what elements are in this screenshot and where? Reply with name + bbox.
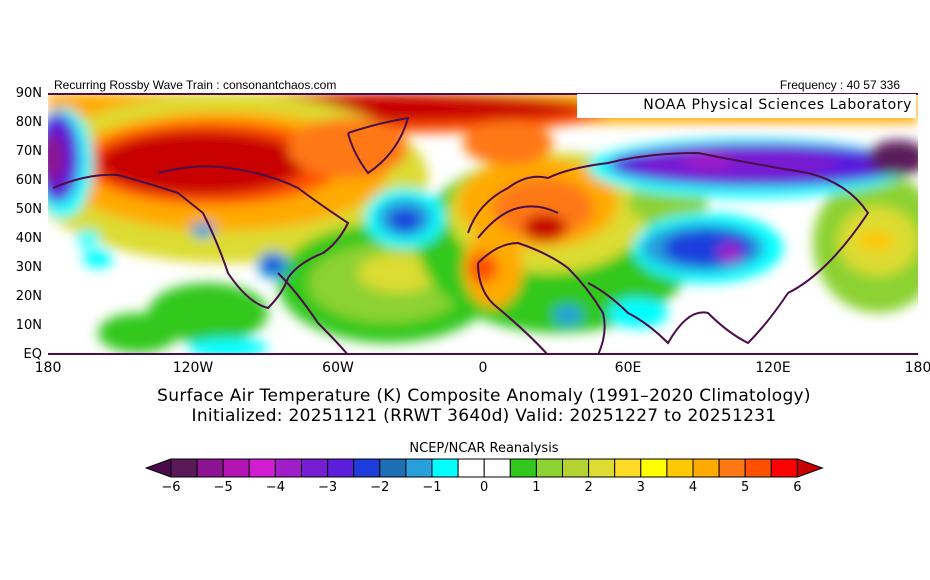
lat-label: 70N xyxy=(15,144,42,159)
temperature-anomaly-map xyxy=(48,93,918,355)
anomaly-region xyxy=(98,131,308,195)
colorbar-swatch xyxy=(770,458,798,478)
credit-label: NOAA Physical Sciences Laboratory xyxy=(577,94,916,118)
colorbar-swatch xyxy=(301,458,329,478)
colorbar-label: −3 xyxy=(318,480,338,495)
coastlines xyxy=(52,116,870,355)
colorbar-swatch xyxy=(196,458,224,478)
colorbar-swatch xyxy=(353,458,381,478)
anomaly-region xyxy=(83,248,113,268)
colorbar-label: −1 xyxy=(422,480,442,495)
colorbar-swatch xyxy=(248,458,276,478)
colorbar-swatch xyxy=(588,458,616,478)
lon-label: 60W xyxy=(322,360,354,376)
colorbar-swatch xyxy=(274,458,302,478)
colorbar-label: 0 xyxy=(480,480,489,495)
colorbar-label: −2 xyxy=(370,480,390,495)
anomaly-region xyxy=(553,305,583,325)
colorbar-label: −6 xyxy=(161,480,181,495)
colorbar-label: 2 xyxy=(584,480,593,495)
lat-label: 40N xyxy=(15,231,42,246)
anomaly-region xyxy=(638,147,838,179)
anomaly-region xyxy=(523,214,567,242)
colorbar-swatch xyxy=(718,458,746,478)
chart-title: Surface Air Temperature (K) Composite An… xyxy=(157,386,811,406)
colorbar-label: −4 xyxy=(265,480,285,495)
colorbar-swatch xyxy=(379,458,407,478)
colorbar-title: NCEP/NCAR Reanalysis xyxy=(409,441,559,456)
colorbar-swatch xyxy=(562,458,590,478)
colorbar-swatch xyxy=(483,458,511,478)
colorbar-high-arrow xyxy=(796,458,824,478)
colorbar-label: −5 xyxy=(213,480,233,495)
colorbar-swatch xyxy=(431,458,459,478)
anomaly-region xyxy=(288,118,408,178)
anomaly-region xyxy=(98,313,178,353)
anomaly-region xyxy=(718,243,742,263)
colorbar-label: 6 xyxy=(793,480,802,495)
lat-label: 80N xyxy=(15,115,42,130)
colorbar-swatch xyxy=(640,458,668,478)
anomaly-region xyxy=(608,298,668,328)
colorbar-low-arrow xyxy=(145,458,172,478)
colorbar-label: 3 xyxy=(636,480,645,495)
lat-label: EQ xyxy=(23,347,42,362)
colorbar-label: 4 xyxy=(688,480,698,495)
anomaly-region xyxy=(48,133,65,183)
anomaly-region xyxy=(468,253,498,283)
colorbar-swatch xyxy=(535,458,563,478)
colorbar-swatch xyxy=(744,458,772,478)
colorbar-swatch xyxy=(666,458,694,478)
anomaly-region xyxy=(76,230,100,246)
colorbar-swatch xyxy=(170,458,198,478)
colorbar-swatch xyxy=(222,458,250,478)
colorbar-label: 1 xyxy=(532,480,541,495)
anomaly-region xyxy=(188,338,268,355)
colorbar-swatch xyxy=(509,458,537,478)
lat-label: 90N xyxy=(15,86,42,101)
lon-label: 180 xyxy=(904,360,930,376)
anomaly-region xyxy=(858,231,894,251)
lon-label: 120E xyxy=(755,360,791,376)
colorbar xyxy=(145,458,824,478)
lon-label: 0 xyxy=(478,360,488,376)
anomaly-region xyxy=(868,140,918,176)
lon-label: 120W xyxy=(172,360,214,376)
colorbar-swatch xyxy=(327,458,355,478)
source-label: Recurring Rossby Wave Train : consonantc… xyxy=(54,78,337,92)
colorbar-swatch xyxy=(405,458,433,478)
anomaly-region xyxy=(264,257,282,273)
anomaly-region xyxy=(358,253,438,293)
colorbar-swatch xyxy=(457,458,485,478)
colorbar-swatch xyxy=(692,458,720,478)
colorbar-label: 5 xyxy=(741,480,750,495)
lat-label: 30N xyxy=(15,260,42,275)
lon-label: 180 xyxy=(34,360,62,376)
anomaly-region xyxy=(389,209,421,231)
lon-label: 60E xyxy=(614,360,642,376)
chart-subtitle: Initialized: 20251121 (RRWT 3640d) Valid… xyxy=(191,406,777,426)
anomaly-region xyxy=(463,121,553,165)
colorbar-swatch xyxy=(614,458,642,478)
frequency-label: Frequency : 40 57 336 xyxy=(779,78,900,92)
lat-label: 20N xyxy=(15,289,42,304)
lat-label: 50N xyxy=(15,202,42,217)
lat-label: 60N xyxy=(15,173,42,188)
anomaly-region xyxy=(148,283,268,343)
lat-label: 10N xyxy=(15,318,42,333)
